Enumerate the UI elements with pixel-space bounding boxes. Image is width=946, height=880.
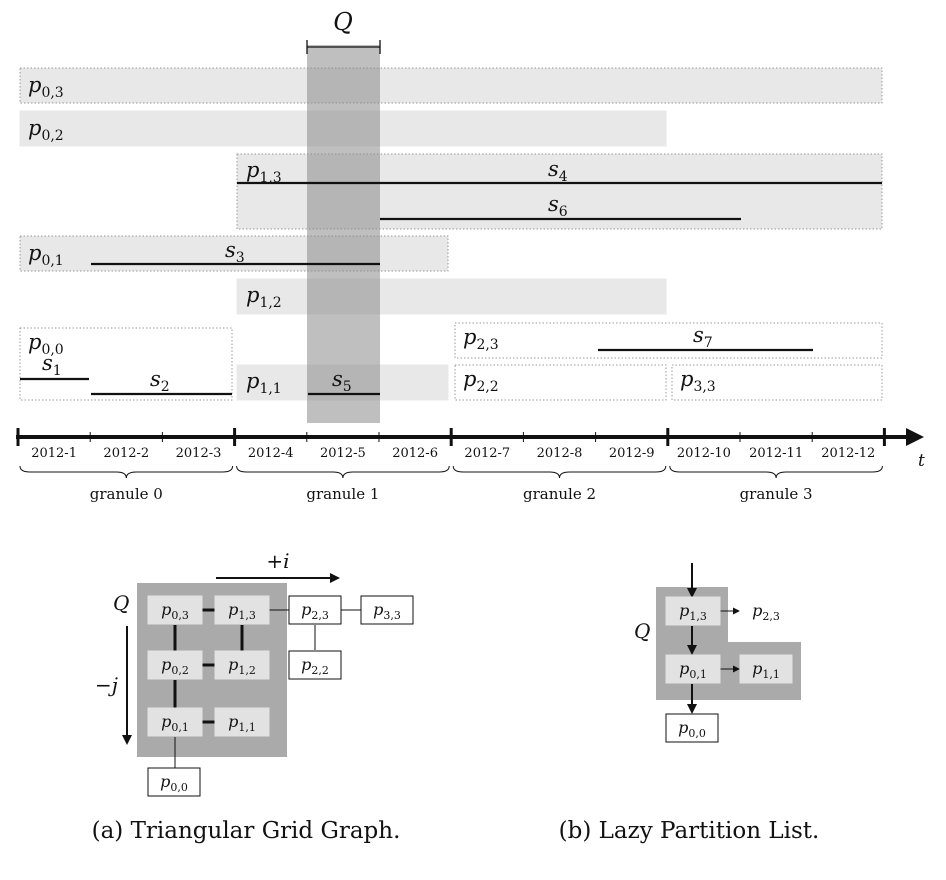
granule-label: granule 1 (306, 485, 379, 503)
time-axis-arrow (906, 428, 924, 446)
triangular-grid-graph: Q +i −j p0,3 p1,3 (92, 549, 414, 844)
node-p11: p1,1 (214, 707, 270, 737)
granule-brace (19, 465, 234, 479)
month-label: 2012-7 (464, 446, 510, 461)
node-p33: p3,3 (360, 595, 414, 625)
node-p13: p1,3 (214, 595, 270, 625)
svg-text:p2,2: p2,2 (301, 655, 329, 677)
granule-brace (452, 465, 667, 479)
month-label: 2012-9 (609, 446, 655, 461)
node-p01: p0,1 (147, 707, 203, 737)
label-s1: s1 (42, 351, 62, 379)
node-p22: p2,2 (288, 650, 342, 680)
svg-text:p0,0: p0,0 (678, 718, 706, 740)
svg-text:p3,3: p3,3 (373, 600, 401, 622)
node-p23: p2,3 (288, 595, 342, 625)
query-band (307, 45, 380, 423)
month-label: 2012-10 (677, 446, 731, 461)
month-labels: 2012-1 2012-2 2012-3 2012-4 2012-5 2012-6 2012… (31, 446, 875, 461)
month-label: 2012-8 (537, 446, 583, 461)
month-label: 2012-1 (31, 446, 77, 461)
svg-text:p1,1: p1,1 (752, 659, 780, 681)
svg-text:p0,1: p0,1 (161, 712, 189, 734)
svg-text:p0,3: p0,3 (161, 600, 189, 622)
label-p33: p3,3 (680, 367, 716, 395)
granule-label: granule 3 (740, 485, 813, 503)
month-label: 2012-2 (103, 446, 149, 461)
month-label: 2012-3 (176, 446, 222, 461)
i-direction-label: +i (266, 549, 289, 573)
lazy-partition-list: Q p1,3 p2,3 p0,1 p1,1 p0,0 (b) Lazy Part… (559, 563, 820, 844)
label-p11: p1,1 (246, 369, 282, 397)
svg-text:p1,3: p1,3 (679, 601, 707, 623)
label-p12: p1,2 (246, 283, 282, 311)
partition-bar-p22 (454, 364, 667, 401)
node-p12: p1,2 (214, 650, 270, 680)
label-s4: s4 (548, 157, 568, 185)
svg-text:p2,3: p2,3 (752, 601, 780, 623)
label-s3: s3 (225, 238, 245, 266)
svg-text:p1,1: p1,1 (228, 712, 256, 734)
list-node-p13: p1,3 (665, 596, 721, 626)
partition-bar-p33 (671, 364, 883, 401)
partition-bar-p00 (19, 327, 233, 401)
svg-text:p0,2: p0,2 (161, 655, 189, 677)
caption-a: (a) Triangular Grid Graph. (92, 818, 401, 844)
lazy-q-label: Q (634, 619, 650, 643)
label-p02: p0,2 (28, 116, 64, 144)
label-p22: p2,2 (463, 367, 499, 395)
list-node-p23: p2,3 (739, 596, 793, 626)
label-s5: s5 (332, 367, 352, 395)
node-p02: p0,2 (147, 650, 203, 680)
list-node-p11: p1,1 (739, 654, 793, 684)
granule-label: granule 0 (90, 485, 163, 503)
svg-text:p1,2: p1,2 (228, 655, 256, 677)
svg-text:p1,3: p1,3 (228, 600, 256, 622)
month-label: 2012-11 (749, 446, 803, 461)
caption-b: (b) Lazy Partition List. (559, 818, 820, 844)
timeline-diagram: Q p0,3 p0,2 p1,3 p0,1 p1,2 p0,0 p1,1 p2,… (16, 8, 925, 503)
label-p13: p1,3 (246, 158, 282, 186)
granule-braces: granule 0 granule 1 granule 2 granule 3 (19, 465, 883, 503)
list-node-p00: p0,0 (665, 713, 719, 743)
partition-bar-p23 (454, 322, 883, 359)
node-p03: p0,3 (147, 595, 203, 625)
label-p00: p0,0 (28, 330, 64, 358)
label-s2: s2 (150, 367, 170, 395)
list-node-p01: p0,1 (665, 654, 721, 684)
granule-label: granule 2 (523, 485, 596, 503)
svg-text:p0,1: p0,1 (679, 659, 707, 681)
grid-q-label: Q (113, 591, 129, 615)
partition-bar-p03 (19, 67, 883, 104)
label-p23: p2,3 (463, 325, 499, 353)
node-p00: p0,0 (147, 767, 201, 797)
query-label: Q (333, 8, 353, 36)
label-p01: p0,1 (28, 241, 64, 269)
month-label: 2012-12 (821, 446, 875, 461)
month-label: 2012-4 (248, 446, 294, 461)
j-direction-label: −j (95, 673, 118, 697)
label-p03: p0,3 (28, 73, 64, 101)
granule-brace (669, 465, 883, 479)
time-axis-label: t (918, 451, 925, 471)
label-s7: s7 (693, 323, 713, 351)
axis-ticks (16, 428, 886, 446)
query-bracket (306, 40, 381, 54)
month-label: 2012-6 (392, 446, 438, 461)
svg-text:p0,0: p0,0 (160, 772, 188, 794)
month-label: 2012-5 (320, 446, 366, 461)
partition-bar-p12 (236, 278, 667, 315)
label-s6: s6 (548, 192, 568, 220)
svg-text:p2,3: p2,3 (301, 600, 329, 622)
granule-brace (236, 465, 450, 479)
